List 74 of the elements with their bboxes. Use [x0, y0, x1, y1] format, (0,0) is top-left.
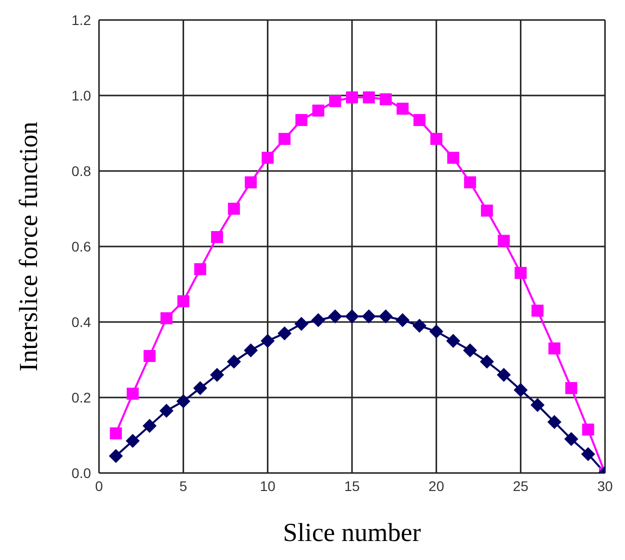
- y-tick-label: 0.8: [72, 162, 92, 179]
- x-tick-label: 5: [179, 478, 188, 494]
- point: [176, 394, 190, 408]
- point: [278, 132, 291, 145]
- x-tick-label: 10: [260, 478, 276, 494]
- x-tick-label: 20: [428, 478, 444, 494]
- point: [362, 309, 376, 324]
- point: [226, 354, 241, 369]
- point: [159, 404, 174, 418]
- x-tick-label: 0: [95, 478, 104, 494]
- x-tick-label: 25: [512, 478, 529, 494]
- point: [532, 304, 544, 317]
- point: [464, 176, 476, 188]
- point: [278, 326, 292, 340]
- point: [328, 309, 342, 324]
- point: [362, 91, 375, 104]
- point: [211, 231, 224, 244]
- point: [378, 309, 393, 324]
- point: [329, 95, 342, 108]
- point: [413, 114, 426, 126]
- y-tick-label: 0.2: [72, 389, 92, 406]
- point: [547, 415, 562, 430]
- point: [260, 334, 275, 348]
- point: [447, 152, 460, 164]
- y-axis-title: Interslice force function: [14, 122, 44, 372]
- y-tick-label: 0.4: [72, 314, 92, 330]
- point: [228, 202, 240, 215]
- point: [346, 91, 358, 104]
- point: [177, 295, 190, 308]
- point: [446, 334, 460, 348]
- point: [564, 432, 578, 446]
- point: [463, 343, 478, 358]
- point: [312, 104, 324, 117]
- point: [126, 388, 139, 400]
- x-tick-label: 30: [597, 478, 613, 494]
- point: [345, 309, 359, 324]
- point: [496, 368, 511, 382]
- point: [565, 382, 578, 394]
- point: [295, 114, 308, 126]
- point: [480, 204, 493, 217]
- point: [514, 382, 528, 397]
- y-tick-label: 1.0: [72, 87, 92, 104]
- point: [311, 313, 326, 328]
- point: [193, 381, 208, 396]
- point: [108, 449, 123, 464]
- point: [514, 266, 527, 279]
- point: [126, 434, 140, 448]
- point: [210, 368, 224, 382]
- point: [548, 342, 560, 354]
- y-tick-label: 0.6: [72, 238, 92, 254]
- point: [380, 93, 392, 106]
- point: [480, 354, 494, 369]
- point: [294, 316, 308, 331]
- x-tick-label: 15: [344, 478, 360, 494]
- point: [142, 418, 157, 433]
- point: [581, 447, 596, 462]
- point: [194, 263, 206, 276]
- point: [160, 312, 172, 324]
- point: [530, 398, 545, 412]
- point: [110, 427, 122, 440]
- point: [244, 343, 258, 358]
- point: [429, 324, 444, 338]
- point: [244, 176, 257, 188]
- y-tick-label: 0.0: [72, 464, 92, 481]
- point: [430, 132, 442, 145]
- x-axis-title: Slice number: [283, 518, 422, 547]
- point: [412, 318, 426, 333]
- point: [262, 152, 274, 164]
- point: [396, 102, 409, 115]
- point: [582, 424, 594, 436]
- point: [144, 350, 156, 362]
- point: [396, 313, 410, 328]
- y-tick-label: 1.2: [72, 12, 92, 28]
- point: [498, 234, 510, 247]
